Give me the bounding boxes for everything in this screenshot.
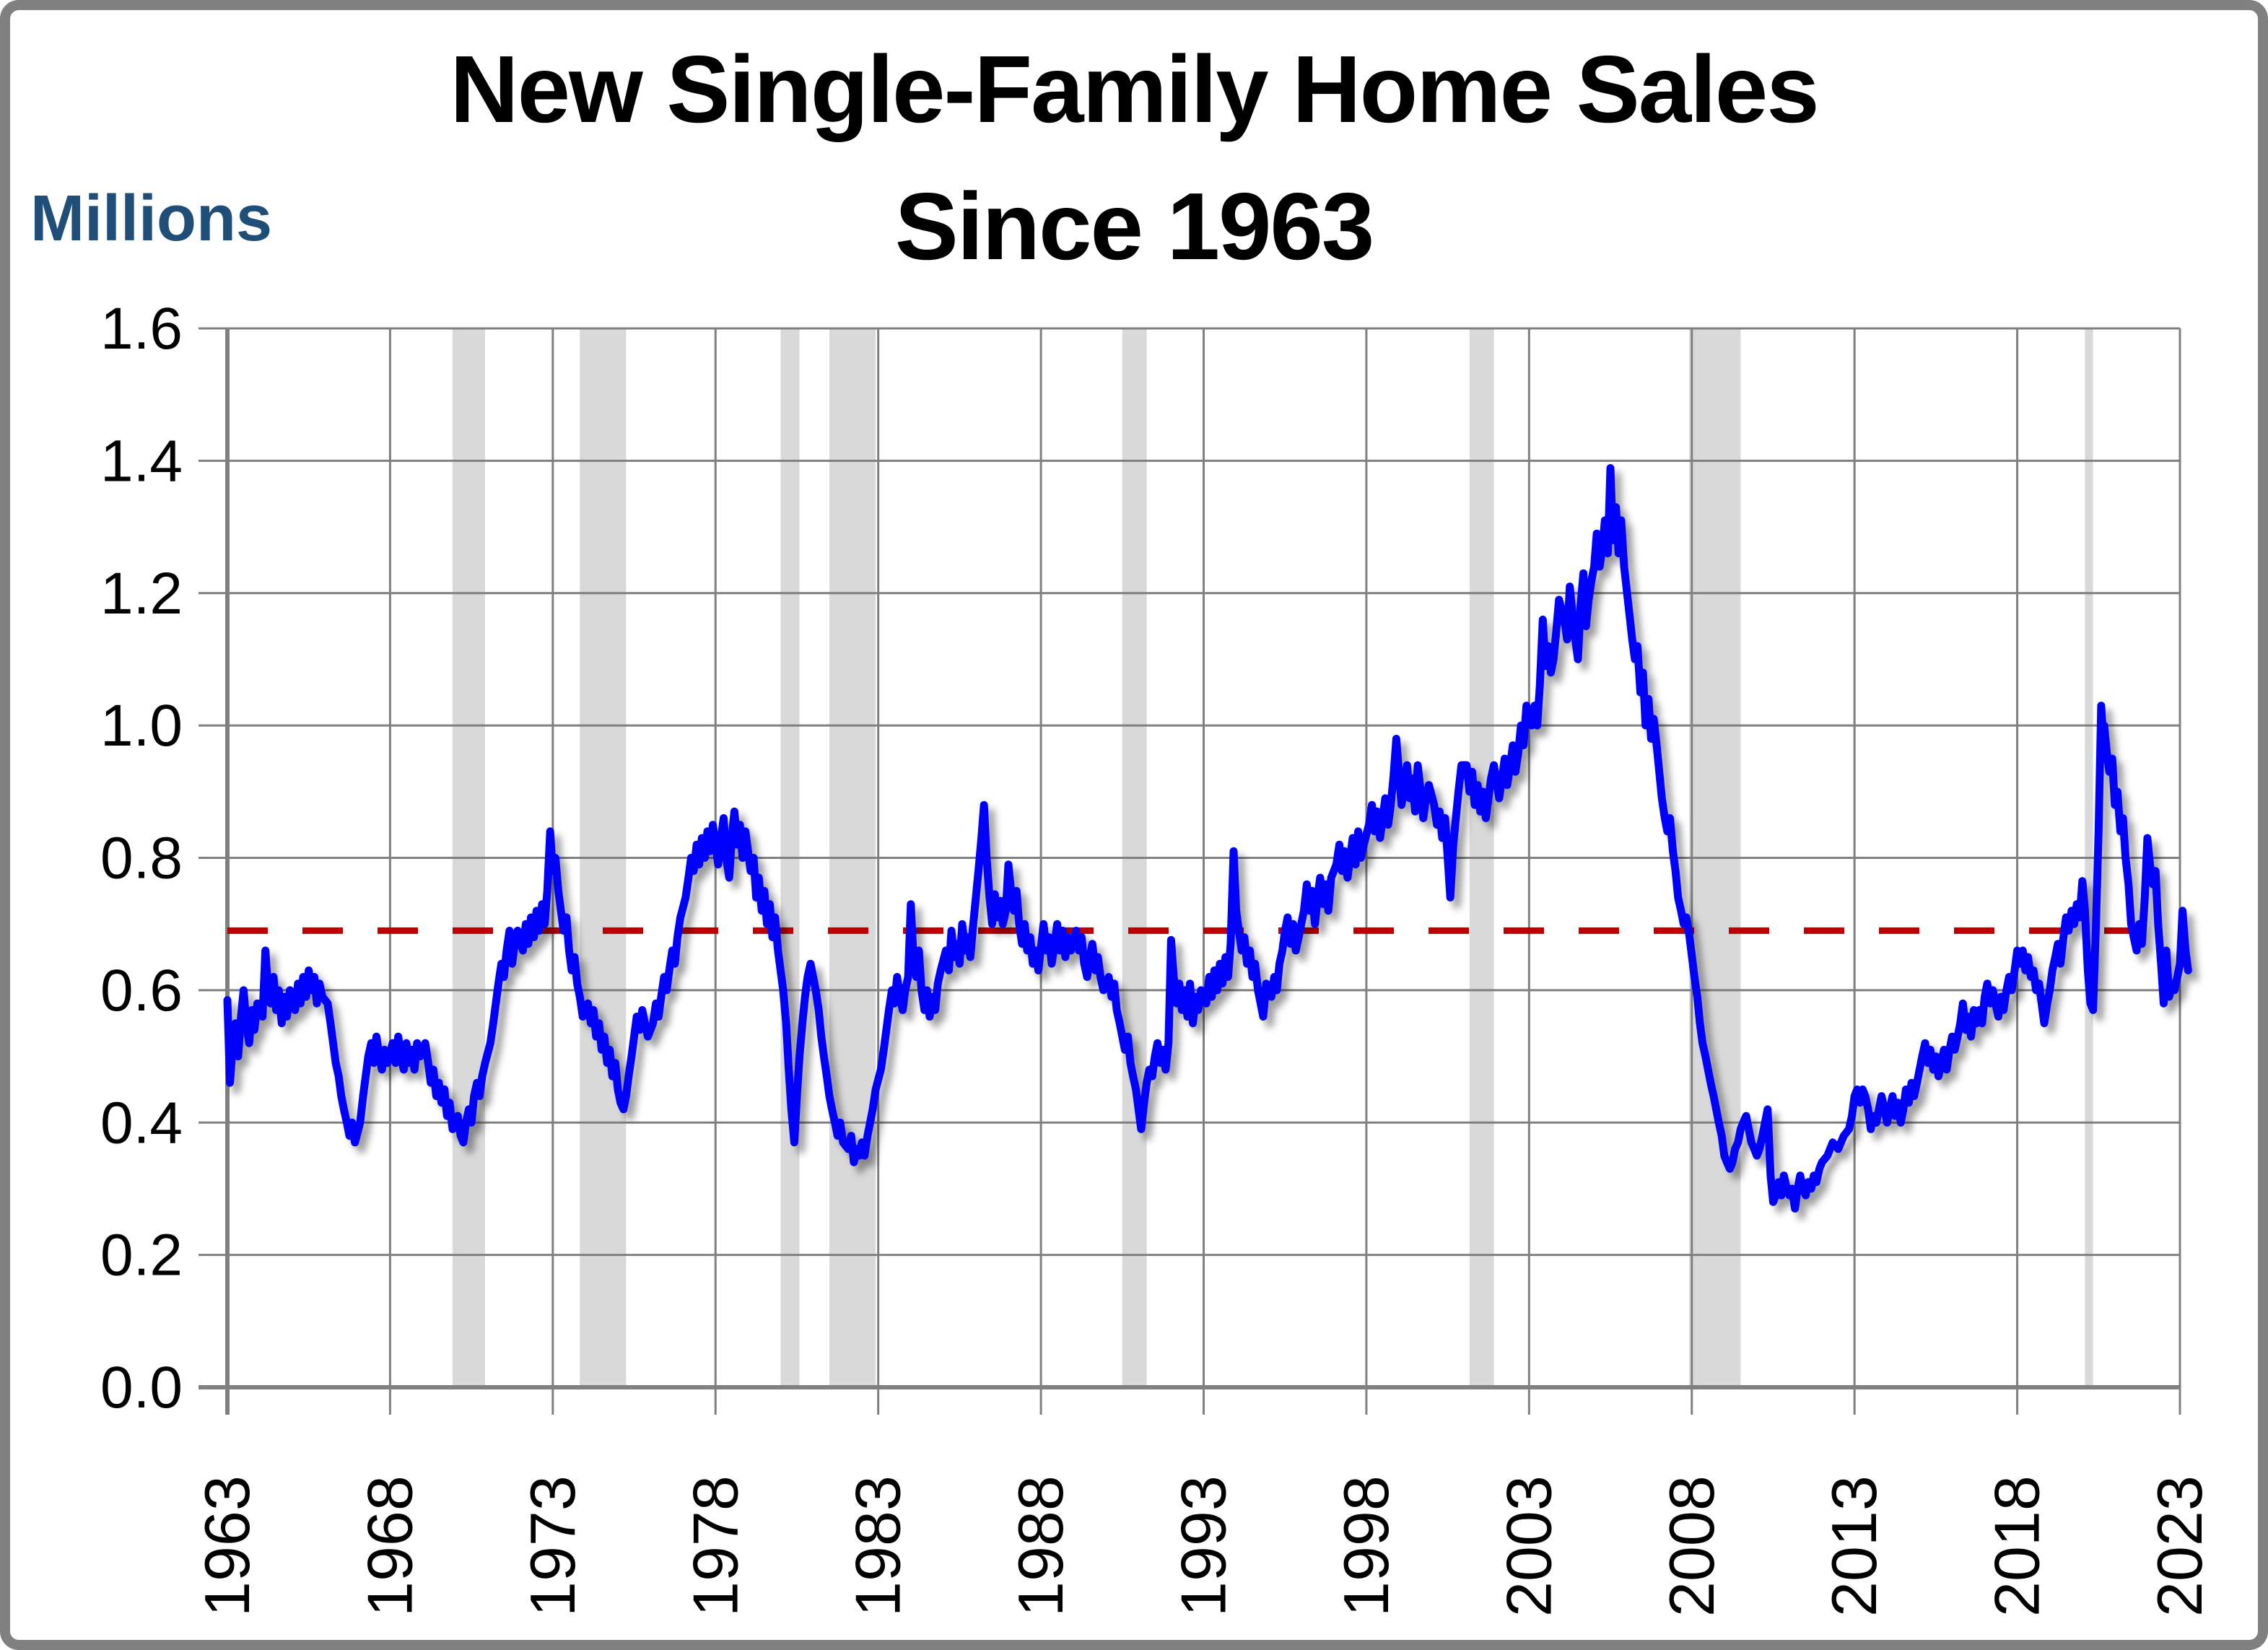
y-tick-label: 0.6 [100, 958, 183, 1023]
x-tick-label: 2023 [2144, 1475, 2215, 1617]
y-tick-label: 1.6 [100, 296, 183, 362]
y-tick-label: 1.4 [100, 428, 183, 494]
chart-title-line1: New Single-Family Home Sales [450, 36, 1819, 142]
gridlines [199, 327, 2181, 1415]
y-tick-label: 0.4 [100, 1090, 183, 1156]
axis-tick-labels: 0.0 0.2 0.4 0.6 0.8 1.0 1.2 1.4 1.6 1963 1968 1973 1… [100, 296, 2215, 1617]
x-tick-label: 2013 [1818, 1475, 1890, 1617]
x-tick-label: 1983 [842, 1475, 914, 1617]
chart-title-line2: Since 1963 [894, 173, 1375, 279]
x-tick-label: 1968 [354, 1475, 425, 1617]
y-axis-unit-label: Millions [30, 183, 272, 255]
x-tick-label: 1963 [191, 1475, 263, 1617]
x-tick-label: 1998 [1330, 1475, 1402, 1617]
x-tick-label: 1973 [517, 1475, 588, 1617]
y-tick-label: 0.0 [100, 1355, 183, 1420]
x-tick-label: 1988 [1005, 1475, 1076, 1617]
y-tick-label: 1.0 [100, 693, 183, 759]
x-tick-label: 1993 [1168, 1475, 1239, 1617]
y-tick-label: 0.2 [100, 1223, 183, 1288]
y-tick-label: 0.8 [100, 826, 183, 891]
x-tick-label: 2018 [1981, 1475, 2053, 1617]
x-tick-label: 2003 [1493, 1475, 1564, 1617]
home-sales-series-line [223, 464, 2192, 1213]
x-tick-label: 1978 [679, 1475, 751, 1617]
y-tick-label: 1.2 [100, 561, 183, 627]
x-tick-label: 2008 [1656, 1475, 1727, 1617]
